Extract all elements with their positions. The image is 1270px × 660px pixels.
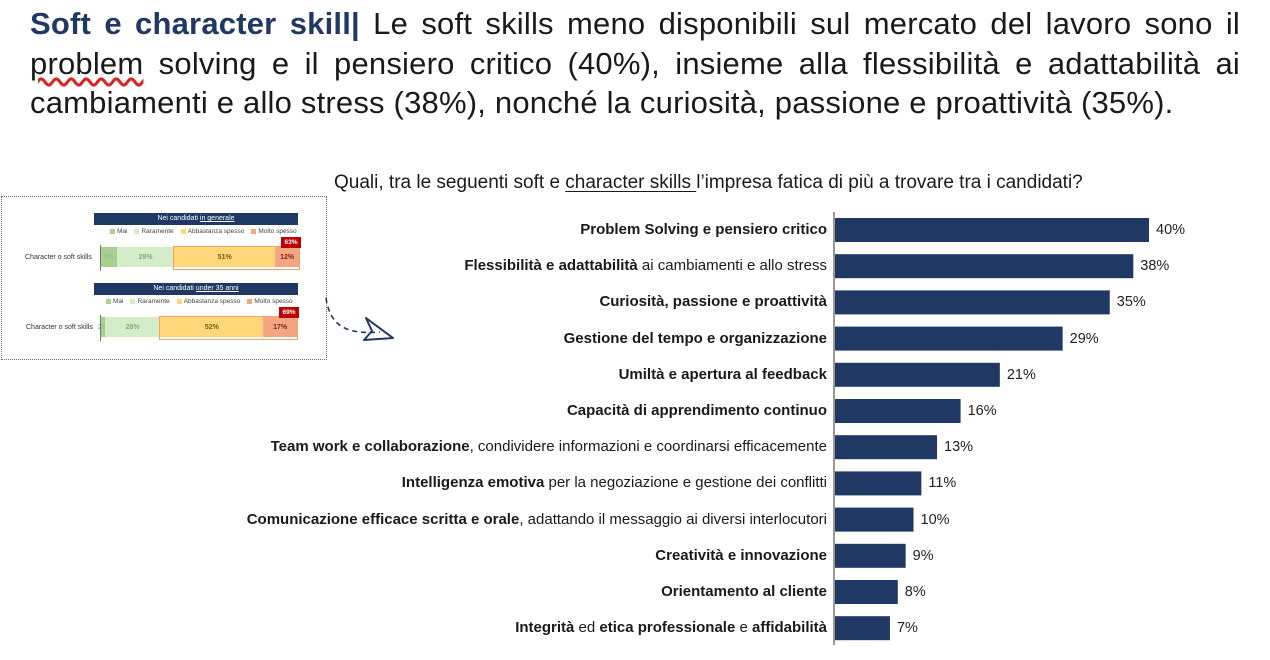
inset-legend-item: Molto spesso: [247, 298, 293, 305]
inset-highlight-frame: [173, 246, 300, 270]
inset-panel-title: Nei candidati in generale: [94, 213, 298, 225]
inset-legend-item: Mai: [106, 298, 123, 305]
inset-legend: Mai Raramente Abbastanza spesso Molto spess…: [106, 298, 300, 305]
bar: [835, 616, 890, 641]
inset-legend-item: Raramente: [130, 298, 170, 305]
bar-category-label: Team work e collaborazione, condividere …: [270, 438, 827, 456]
bar-category-label: Problem Solving e pensiero critico: [580, 221, 827, 238]
bar-category-label: Creatività e innovazione: [655, 546, 827, 564]
inset-bar-segment: 12%: [275, 247, 299, 267]
bar-value-label: 16%: [967, 403, 997, 419]
bar-value-label: 38%: [1140, 258, 1170, 275]
inset-legend-item: Molto spesso: [251, 228, 297, 235]
question-before: Quali, tra le seguenti soft e: [334, 172, 566, 193]
inset-bar-segment: 17%: [263, 317, 297, 337]
headline-squiggly-word: problem: [30, 45, 144, 81]
inset-axis-line: [100, 315, 101, 341]
question-underlined: character skills: [565, 172, 697, 193]
bar-value-label: 40%: [1156, 222, 1186, 238]
inset-row-label: Character o soft skills: [25, 254, 92, 261]
bar-category-label: Gestione del tempo e organizzazione: [563, 329, 827, 347]
bar: [835, 399, 961, 423]
question-after: l’impresa fatica di più a trovare tra i …: [696, 172, 1083, 193]
bar-category-label: Flessibilità e adattabilità ai cambiamen…: [464, 257, 827, 275]
bar: [835, 435, 938, 460]
inset-bar-segment: 52%: [160, 317, 264, 337]
bar-value-label: 13%: [944, 439, 974, 456]
inset-axis-line: [100, 245, 101, 271]
inset-legend: Mai Raramente Abbastanza spesso Molto spess…: [110, 228, 304, 235]
bar: [835, 218, 1149, 242]
inset-bar-segment: 8%: [101, 247, 117, 267]
bar-value-label: 9%: [912, 547, 934, 564]
inset-legend-item: Abbastanza spesso: [176, 298, 240, 305]
bar: [835, 362, 1000, 387]
bar: [835, 507, 914, 532]
inset-legend-item: Raramente: [134, 228, 174, 235]
headline-text-1: Le soft skills meno disponibili sul merc…: [359, 6, 1240, 41]
bar-category-label: Curiosità, passione e proattività: [599, 293, 827, 311]
headline-separator: |: [351, 6, 360, 41]
inset-row-label: Character o soft skills: [26, 324, 93, 331]
bar-value-label: 35%: [1116, 294, 1146, 311]
bar-value-label: 11%: [928, 475, 957, 492]
chart-question: Quali, tra le seguenti soft e character …: [334, 172, 1264, 194]
bar-value-label: 7%: [896, 620, 918, 637]
headline-text-2: solving e il pensiero critico (40%), ins…: [30, 45, 1240, 121]
inset-stacked-bar: 2% 28% 52% 17%: [98, 317, 297, 337]
bar-value-label: 21%: [1006, 366, 1036, 383]
bar: [835, 471, 922, 496]
inset-bar-segment: 51%: [174, 247, 276, 267]
inset-total-badge: 63%: [281, 237, 301, 248]
bar-value-label: 8%: [904, 584, 926, 600]
bar-category-label: Intelligenza emotiva per la negoziazione…: [401, 474, 827, 492]
bar-value-label: 29%: [1069, 330, 1099, 347]
inset-legend-item: Abbastanza spesso: [180, 228, 244, 235]
inset-total-badge: 69%: [279, 307, 300, 318]
bar-category-label: Integrità ed etica professionale e affid…: [515, 619, 827, 637]
inset-legend-item: Mai: [110, 228, 127, 235]
inset-highlight-frame: [159, 316, 298, 340]
inset-stacked-chart: Nei candidati in generale Mai Raramente Abb…: [1, 196, 327, 360]
inset-bar-segment: 2%: [98, 317, 108, 337]
inset-panel-title: Nei candidati under 35 anni: [94, 283, 298, 295]
bar: [835, 580, 898, 604]
bar-value-label: 10%: [920, 511, 950, 528]
headline-strong: Soft e character skill: [30, 6, 352, 41]
bar: [835, 254, 1134, 279]
bar-category-label: Umiltà e apertura al feedback: [618, 365, 827, 383]
inset-bar-segment: 29%: [116, 247, 175, 267]
bar: [835, 290, 1110, 315]
bar-category-label: Comunicazione efficace scritta e orale, …: [246, 510, 827, 528]
bar: [835, 543, 906, 568]
bar-category-label: Capacità di apprendimento continuo: [566, 402, 827, 419]
headline: Soft e character skill| Le soft skills m…: [30, 4, 1240, 123]
inset-stacked-bar: 8% 29% 51% 12%: [101, 247, 299, 267]
inset-bar-segment: 28%: [104, 317, 161, 337]
bar: [835, 326, 1063, 351]
bar-category-label: Orientamento al cliente: [661, 583, 827, 600]
